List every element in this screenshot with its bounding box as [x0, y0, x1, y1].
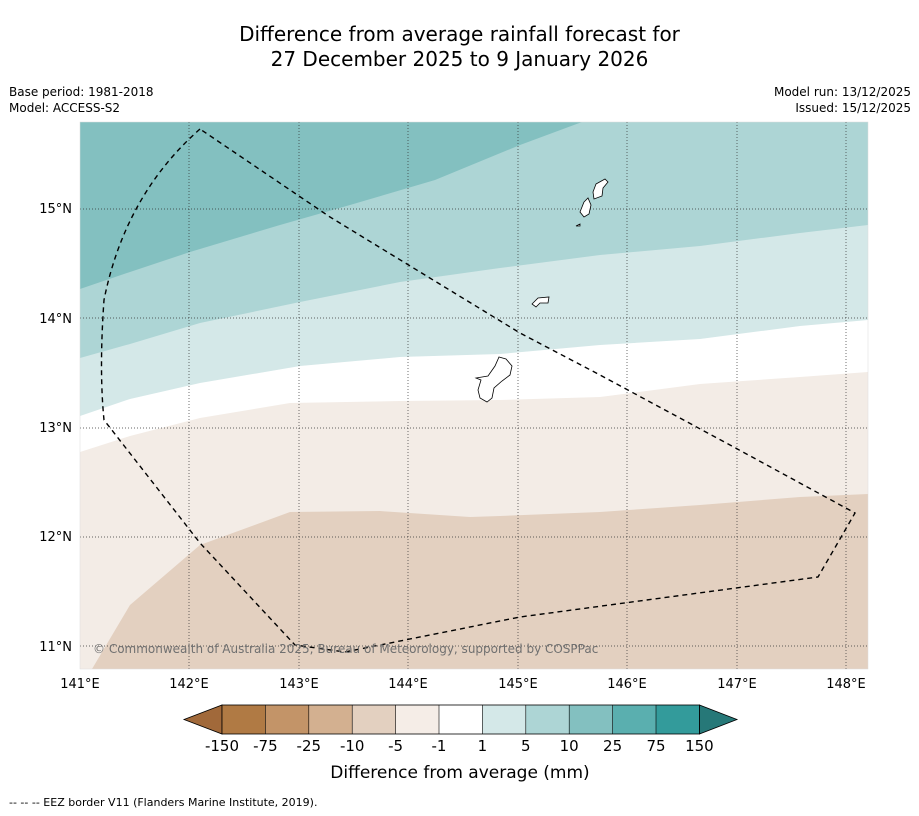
- colorbar-label: -25: [297, 737, 322, 755]
- colorbar-swatch: [308, 705, 353, 734]
- colorbar-label: 10: [560, 737, 579, 755]
- copyright-notice: © Commonwealth of Australia 2025, Bureau…: [93, 642, 598, 656]
- lon-label: 145°E: [498, 677, 538, 692]
- colorbar-swatch: [612, 705, 656, 734]
- rainfall-bands: [80, 122, 868, 669]
- lon-label: 143°E: [279, 677, 319, 692]
- lat-axis-labels: 15°N 14°N 13°N 12°N 11°N: [39, 202, 72, 655]
- title-line-2: 27 December 2025 to 9 January 2026: [270, 47, 649, 71]
- colorbar-swatch: [222, 705, 266, 734]
- lat-label: 12°N: [39, 530, 72, 545]
- colorbar-outline: [221, 704, 700, 735]
- colorbar-swatch: [656, 705, 700, 734]
- model-name: Model: ACCESS-S2: [9, 101, 121, 115]
- colorbar: -150 -75 -25 -10 -5 -1 1 5 10 25 75 150 …: [182, 704, 739, 783]
- colorbar-label: -1: [432, 737, 447, 755]
- lon-label: 146°E: [607, 677, 647, 692]
- colorbar-extend-high: [699, 704, 739, 735]
- lon-axis-labels: 141°E 142°E 143°E 144°E 145°E 146°E 147°…: [60, 677, 866, 692]
- eez-legend-footer: -- -- -- EEZ border V11 (Flanders Marine…: [9, 796, 318, 809]
- band-plus-25: [80, 122, 582, 289]
- lat-label: 11°N: [39, 640, 72, 655]
- colorbar-label: -5: [388, 737, 403, 755]
- lat-label: 14°N: [39, 312, 72, 327]
- colorbar-label: -75: [253, 737, 278, 755]
- map-frame: [79, 121, 869, 670]
- lon-label: 144°E: [388, 677, 428, 692]
- islands: [474, 178, 609, 403]
- gridlines: [80, 122, 868, 669]
- colorbar-swatch: [439, 705, 483, 734]
- colorbar-swatch: [569, 705, 613, 734]
- lat-label: 15°N: [39, 202, 72, 217]
- colorbar-label: 1: [478, 737, 488, 755]
- colorbar-swatch: [395, 705, 439, 734]
- issued-date: Issued: 15/12/2025: [795, 101, 911, 115]
- colorbar-label: 75: [646, 737, 665, 755]
- colorbar-swatch: [352, 705, 396, 734]
- colorbar-swatch: [265, 705, 309, 734]
- meta-right: Model run: 13/12/2025 Issued: 15/12/2025: [774, 84, 911, 116]
- aguijan-islet: [575, 223, 581, 227]
- lon-label: 148°E: [826, 677, 866, 692]
- guam-island: [474, 356, 513, 403]
- model-run: Model run: 13/12/2025: [773, 85, 911, 99]
- colorbar-title: Difference from average (mm): [330, 763, 589, 783]
- lat-label: 13°N: [39, 421, 72, 436]
- title-line-1: Difference from average rainfall forecas…: [239, 22, 680, 46]
- colorbar-swatch: [482, 705, 526, 734]
- colorbar-label: 25: [603, 737, 622, 755]
- chart-title: Difference from average rainfall forecas…: [0, 22, 919, 72]
- rota-island: [531, 296, 550, 308]
- meta-left: Base period: 1981-2018 Model: ACCESS-S2: [9, 84, 154, 116]
- colorbar-label: 5: [521, 737, 531, 755]
- eez-border: [100, 128, 856, 653]
- lon-label: 147°E: [717, 677, 757, 692]
- colorbar-label: -10: [340, 737, 365, 755]
- tinian-island: [579, 197, 592, 218]
- colorbar-extend-low: [182, 704, 223, 735]
- lon-label: 142°E: [169, 677, 209, 692]
- colorbar-label: 150: [685, 737, 714, 755]
- saipan-island: [592, 178, 609, 200]
- colorbar-label: -150: [205, 737, 239, 755]
- base-period: Base period: 1981-2018: [9, 85, 154, 99]
- lon-label: 141°E: [60, 677, 100, 692]
- colorbar-swatch: [525, 705, 570, 734]
